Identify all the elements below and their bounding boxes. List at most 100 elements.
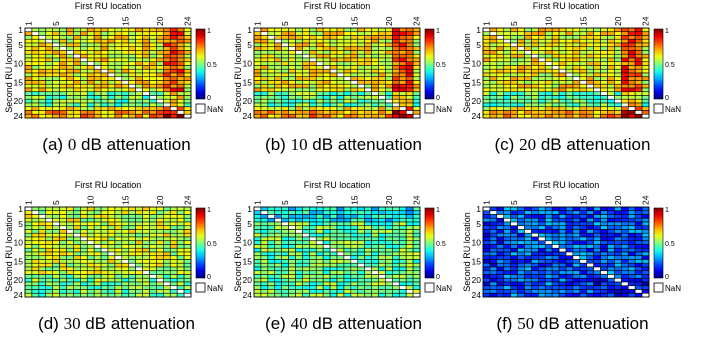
heatmap-cell bbox=[614, 72, 622, 78]
heatmap-cell bbox=[86, 65, 95, 70]
heatmap-cell bbox=[302, 83, 310, 89]
heatmap-cell bbox=[378, 106, 386, 111]
heatmap-cell bbox=[412, 236, 421, 242]
heatmap-cell bbox=[274, 236, 282, 242]
heatmap-cell bbox=[288, 102, 296, 108]
heatmap-cell bbox=[558, 244, 567, 249]
heatmap-cell bbox=[482, 72, 491, 78]
heatmap-cell bbox=[31, 251, 40, 257]
heatmap-cell bbox=[295, 225, 303, 230]
heatmap-cell bbox=[295, 61, 303, 66]
heatmap-cell bbox=[489, 61, 498, 66]
heatmap-cell bbox=[114, 42, 123, 48]
heatmap-cell bbox=[503, 50, 511, 55]
plot-frame bbox=[24, 206, 192, 298]
heatmap-cell bbox=[121, 83, 130, 89]
heatmap-cell bbox=[489, 232, 498, 238]
heatmap-cell bbox=[517, 42, 525, 48]
heatmap-cell bbox=[295, 106, 303, 111]
heatmap-cell bbox=[641, 35, 650, 40]
heatmap-cell bbox=[267, 113, 276, 119]
heatmap-cell bbox=[607, 95, 615, 100]
heatmap-cell bbox=[66, 106, 74, 111]
heatmap-cell bbox=[385, 221, 393, 227]
heatmap-cell bbox=[93, 113, 102, 119]
heatmap-cell bbox=[405, 292, 414, 298]
heatmap-cell bbox=[142, 31, 150, 36]
heatmap-cell bbox=[80, 27, 88, 33]
heatmap-cell bbox=[412, 292, 421, 298]
heatmap-cell bbox=[627, 217, 636, 223]
heatmap-cell bbox=[80, 214, 88, 219]
heatmap-cell bbox=[253, 46, 262, 51]
heatmap-cell bbox=[156, 72, 164, 78]
heatmap-cell bbox=[295, 274, 303, 279]
heatmap-cell bbox=[66, 217, 74, 223]
heatmap-cell bbox=[371, 91, 379, 96]
heatmap-cell bbox=[31, 225, 40, 230]
heatmap-cell bbox=[600, 50, 608, 55]
heatmap-cell bbox=[176, 50, 185, 55]
heatmap-cell bbox=[579, 210, 588, 215]
heatmap-cell bbox=[107, 80, 116, 85]
heatmap-cell bbox=[607, 221, 615, 227]
heatmap-cell bbox=[510, 53, 518, 59]
heatmap-cell bbox=[579, 292, 588, 298]
heatmap-cell bbox=[66, 102, 74, 108]
heatmap-cell bbox=[593, 251, 601, 257]
heatmap-cell bbox=[52, 289, 60, 294]
heatmap-cell bbox=[510, 247, 518, 253]
heatmap-cell bbox=[315, 31, 324, 36]
heatmap-cell bbox=[517, 285, 525, 290]
heatmap-cell bbox=[38, 281, 47, 287]
heatmap-cell bbox=[135, 95, 143, 100]
heatmap-cell bbox=[121, 240, 130, 245]
heatmap-cell bbox=[627, 244, 636, 249]
colorbar-tick-label: 0 bbox=[665, 95, 669, 102]
heatmap-cell bbox=[114, 251, 123, 257]
heatmap-cell bbox=[627, 68, 636, 74]
heatmap-cell bbox=[398, 221, 407, 227]
heatmap-cell bbox=[385, 61, 393, 66]
heatmap-cell bbox=[627, 102, 636, 108]
heatmap-cell bbox=[322, 289, 331, 294]
heatmap-cell bbox=[142, 87, 150, 93]
heatmap-cell bbox=[343, 35, 352, 40]
heatmap-cell bbox=[24, 240, 33, 245]
nan-label: NaN bbox=[436, 284, 452, 293]
heatmap-cell bbox=[169, 35, 178, 40]
heatmap-cell bbox=[52, 76, 60, 81]
heatmap-cell bbox=[315, 76, 324, 81]
heatmap-cell bbox=[357, 229, 365, 234]
heatmap-cell bbox=[24, 244, 33, 249]
heatmap-cell bbox=[614, 57, 622, 63]
heatmap-cell bbox=[405, 225, 414, 230]
heatmap-cell bbox=[135, 50, 143, 55]
heatmap-cell bbox=[100, 262, 109, 268]
heatmap-cell bbox=[600, 68, 608, 74]
heatmap-cell bbox=[309, 50, 317, 55]
heatmap-cell bbox=[107, 292, 116, 298]
heatmap-cell bbox=[121, 285, 130, 290]
heatmap-cell bbox=[281, 266, 289, 272]
heatmap-cell bbox=[169, 27, 178, 33]
heatmap-cell bbox=[253, 98, 262, 104]
heatmap-cell bbox=[350, 247, 359, 253]
heatmap-cell bbox=[350, 57, 359, 63]
heatmap-cell bbox=[565, 31, 574, 36]
heatmap-cell bbox=[600, 35, 608, 40]
heatmap-cell bbox=[142, 76, 150, 81]
heatmap-cell bbox=[176, 76, 185, 81]
heatmap-cell bbox=[350, 91, 359, 96]
heatmap-cell bbox=[392, 251, 400, 257]
heatmap-cell bbox=[343, 262, 352, 268]
heatmap-cell bbox=[412, 83, 421, 89]
heatmap-cell bbox=[73, 98, 81, 104]
heatmap-cell bbox=[364, 35, 372, 40]
heatmap-cell bbox=[551, 42, 560, 48]
heatmap-cell bbox=[288, 251, 296, 257]
heatmap-cell bbox=[80, 217, 88, 223]
heatmap-cell bbox=[392, 110, 400, 115]
heatmap-cell bbox=[544, 113, 553, 119]
heatmap-cell bbox=[114, 262, 123, 268]
